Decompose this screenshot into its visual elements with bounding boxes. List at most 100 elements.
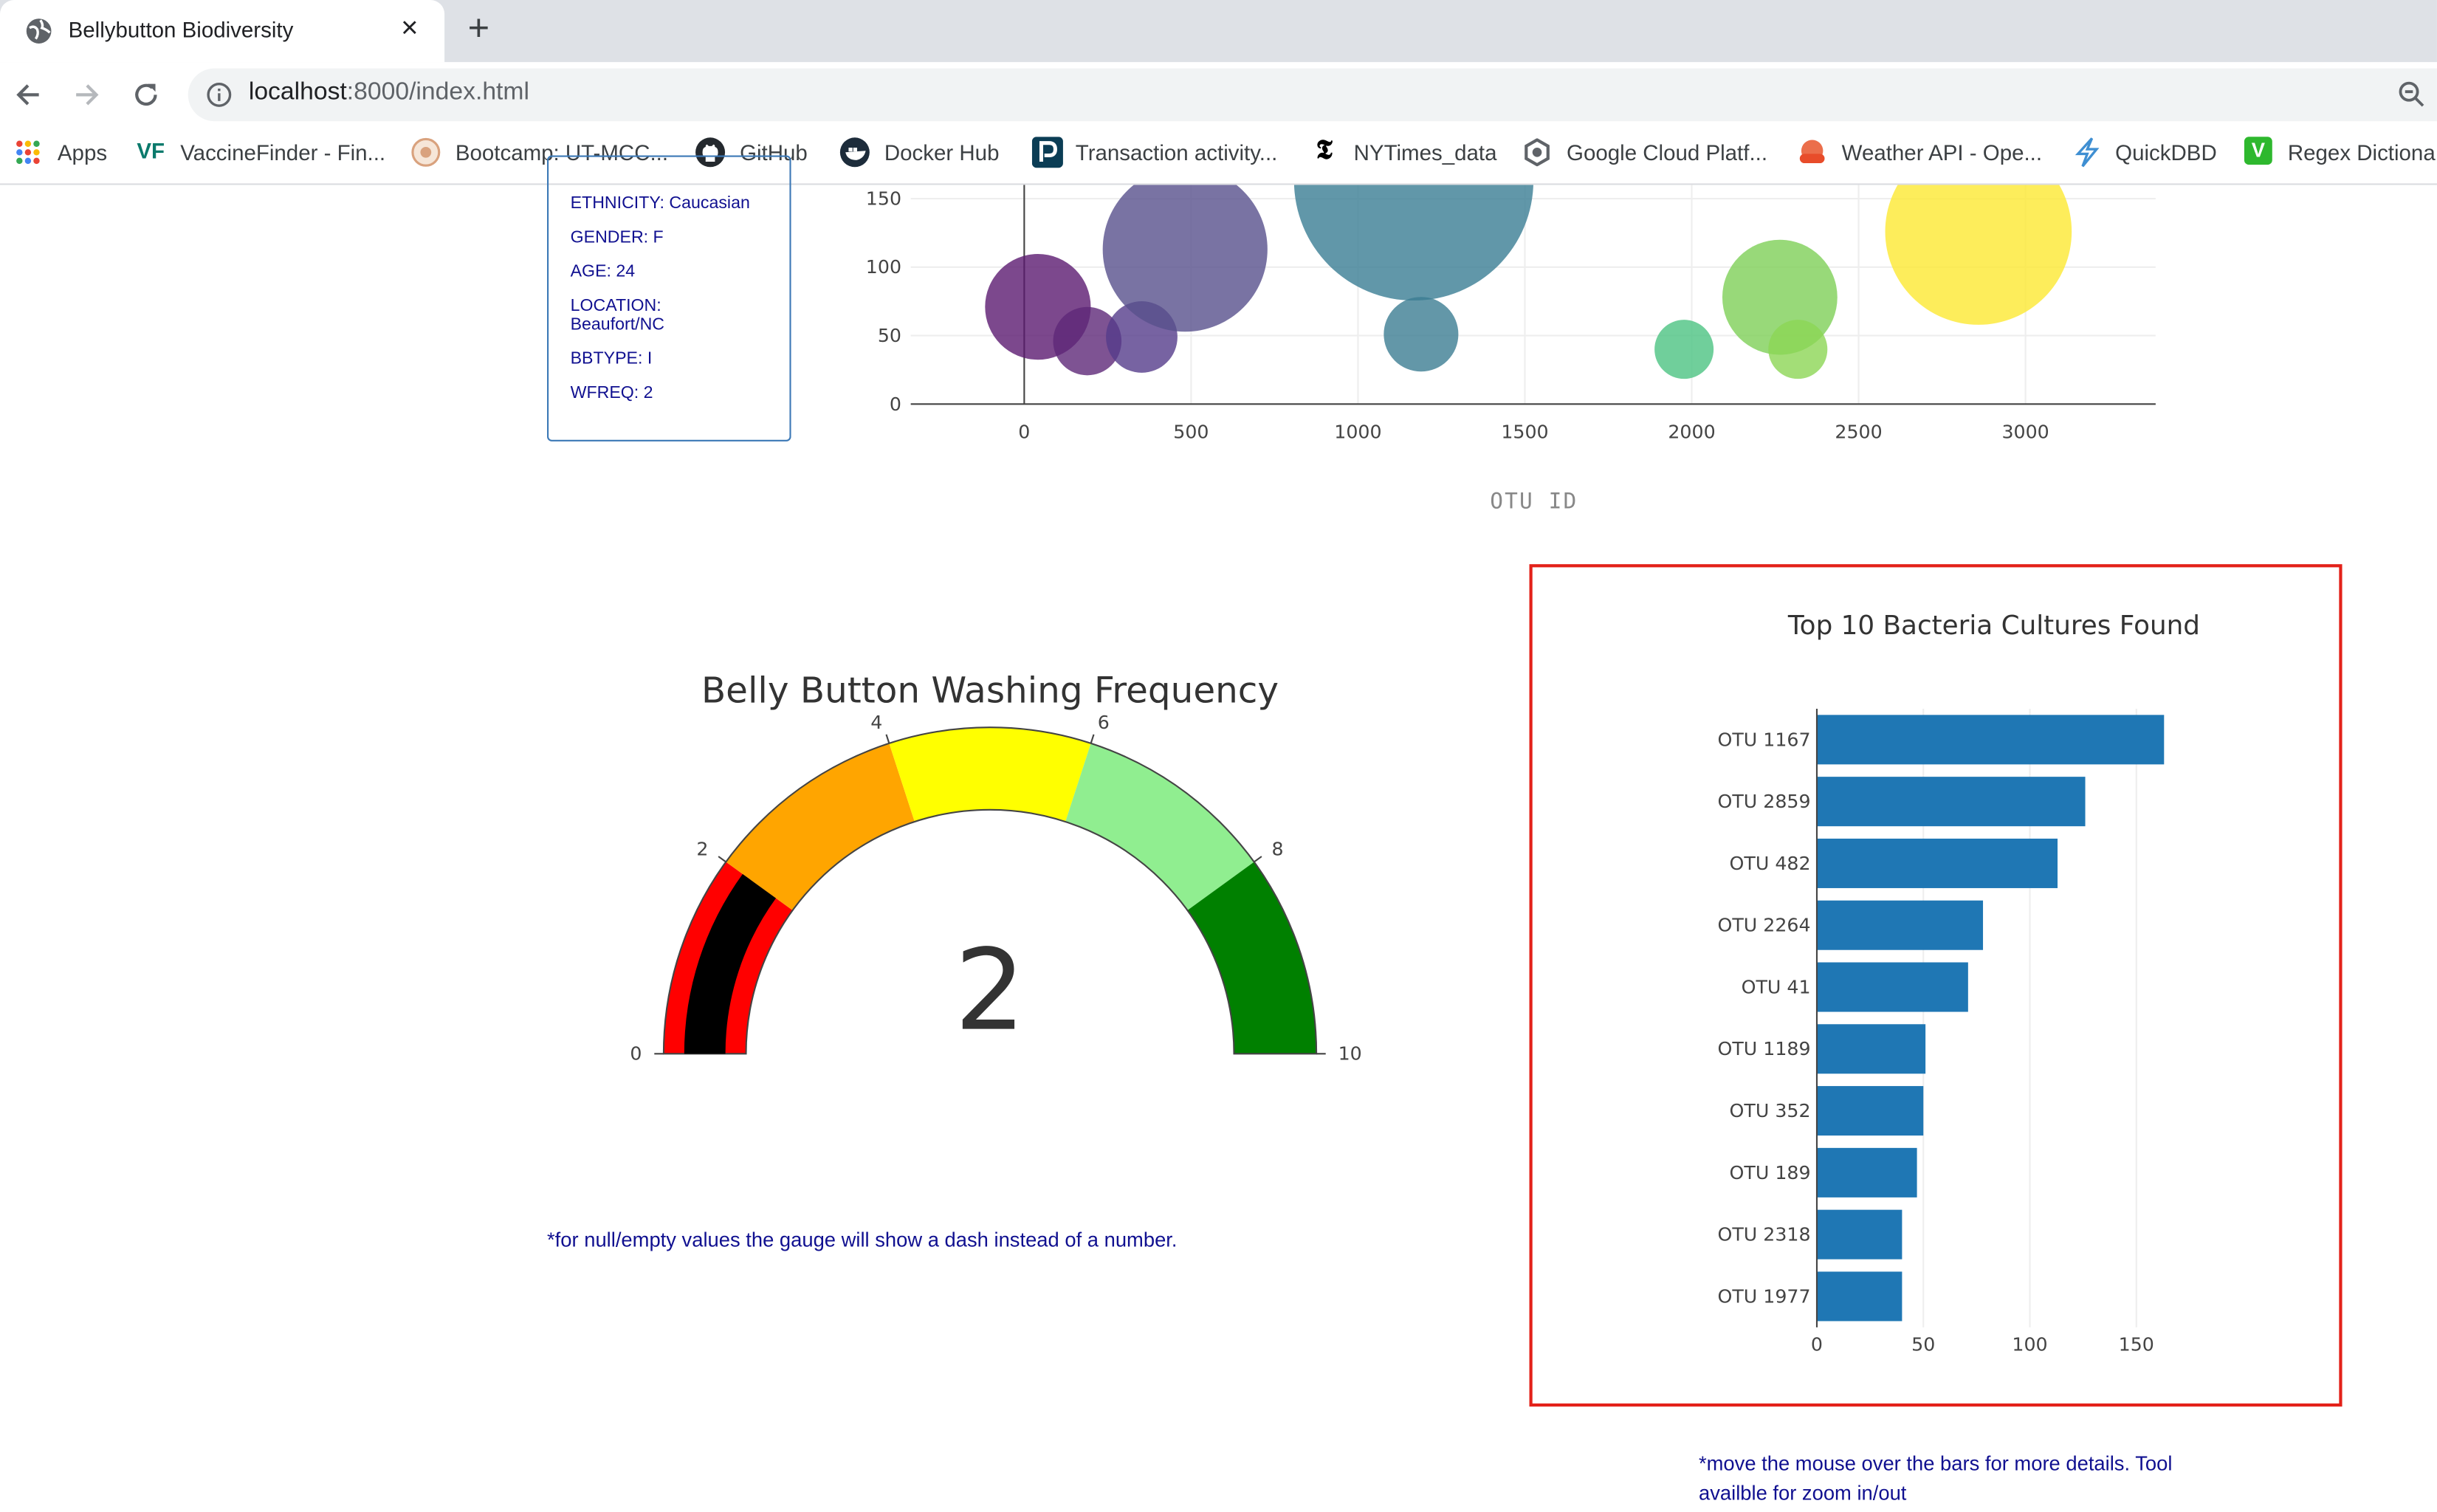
address-bar[interactable] — [188, 68, 2437, 122]
paypal-icon — [1031, 137, 1063, 168]
bar-category-label: OTU 1977 — [1717, 1285, 1810, 1307]
docker-icon — [839, 137, 870, 168]
zoom-icon[interactable] — [2398, 80, 2426, 109]
apps-grid-icon[interactable] — [16, 140, 41, 165]
meta-wfreq: WFREQ: 2 — [570, 383, 653, 403]
bookmark-transaction[interactable]: Transaction activity... — [1075, 140, 1278, 165]
bookmark-vaccinefinder[interactable]: VaccineFinder - Fin... — [180, 140, 386, 165]
gauge-tick-label: 0 — [630, 1043, 642, 1065]
bar — [1816, 1086, 1924, 1136]
bubble-xtick-label: 3000 — [2001, 422, 2049, 443]
close-icon[interactable]: × — [401, 12, 419, 46]
gauge-tick — [885, 734, 890, 744]
info-icon[interactable] — [207, 82, 232, 108]
meta-location: LOCATION: Beaufort/NC — [570, 297, 665, 334]
bubble-ytick-label: 50 — [878, 325, 901, 346]
bubble-point — [1654, 320, 1714, 379]
bubble-chart[interactable]: 0 500 1000 1500 2000 2500 3000 0 50 100 150 OTU ID — [839, 185, 2207, 520]
bubble-point — [1885, 185, 2072, 325]
bookmark-quickdbd[interactable]: QuickDBD — [2115, 140, 2217, 165]
gauge-outline — [662, 726, 1318, 1055]
gauge-band — [726, 743, 915, 911]
bubble-xtick-label: 500 — [1173, 422, 1209, 443]
bar-category-label: OTU 189 — [1730, 1162, 1811, 1183]
gauge-tick-label: 4 — [870, 712, 882, 733]
bar-xtick-label: 50 — [1911, 1333, 1935, 1355]
weather-icon — [1799, 140, 1825, 164]
gauge-tick-label: 10 — [1338, 1043, 1362, 1065]
bubble-point — [1384, 297, 1459, 372]
gauge-tick-label: 8 — [1272, 839, 1284, 860]
bookmark-weather-api[interactable]: Weather API - Ope... — [1841, 140, 2043, 165]
new-tab-icon[interactable]: + — [467, 7, 490, 50]
bookmark-nytimes[interactable]: NYTimes_data — [1353, 140, 1497, 165]
bar-xtick-label: 100 — [2012, 1333, 2047, 1355]
tab-title: Bellybutton Biodiversity — [68, 17, 294, 42]
url-text[interactable]: localhost:8000/index.html — [249, 79, 529, 107]
bubble-point — [1102, 185, 1268, 332]
bubble-xtick-label: 2000 — [1668, 422, 1715, 443]
bar-category-label: OTU 352 — [1730, 1100, 1811, 1121]
bar — [1816, 1147, 1917, 1197]
bookmark-github[interactable]: GitHub — [740, 140, 808, 165]
bar-category-label: OTU 482 — [1730, 853, 1811, 874]
meta-age: AGE: 24 — [570, 262, 636, 282]
bubble-point — [1053, 306, 1122, 376]
bubble-xtick-label: 1500 — [1501, 422, 1548, 443]
bootcamp-icon — [411, 137, 441, 167]
bookmark-docker-hub[interactable]: Docker Hub — [884, 140, 1000, 165]
gauge-tick-label: 6 — [1098, 712, 1110, 733]
bubble-xtick-label: 2500 — [1835, 422, 1882, 443]
bar-xtick-label: 0 — [1811, 1333, 1823, 1355]
reload-icon[interactable] — [131, 79, 162, 110]
back-icon[interactable] — [13, 79, 44, 110]
bookmark-google-cloud[interactable]: Google Cloud Platf... — [1567, 140, 1768, 165]
bubble-xlabel: OTU ID — [1490, 488, 1578, 513]
url-host: localhost — [248, 79, 347, 106]
bar — [1816, 1209, 1902, 1260]
url-path: :8000/index.html — [346, 79, 529, 106]
bar — [1816, 777, 2086, 827]
washing-frequency-gauge[interactable]: Belly Button Washing Frequency 0 2 4 6 8 10 2 — [614, 653, 1376, 1087]
gauge-band — [1187, 862, 1317, 1054]
bar — [1816, 962, 1968, 1012]
bubble-ytick-label: 0 — [890, 394, 901, 415]
regex-icon: V — [2244, 137, 2272, 165]
bubble-ytick-label: 100 — [866, 256, 901, 278]
bar-chart-title: Top 10 Bacteria Cultures Found — [1787, 611, 2200, 641]
gauge-tick — [718, 856, 726, 863]
bubble-point — [1768, 320, 1828, 379]
bar-category-label: OTU 1167 — [1717, 729, 1810, 750]
bubble-xtick-label: 0 — [1018, 422, 1030, 443]
bar-category-label: OTU 2264 — [1717, 915, 1810, 936]
gauge-value-bar — [684, 873, 777, 1054]
nytimes-icon: 𝕿 — [1316, 135, 1333, 167]
top10-bar-chart[interactable]: Top 10 Bacteria Cultures Found 0 50 100 150… — [1694, 591, 2316, 1368]
meta-ethnicity: ETHNICITY: Caucasian — [570, 194, 750, 213]
gauge-tick — [1254, 856, 1262, 863]
bar — [1816, 838, 2058, 888]
bookmark-regex[interactable]: Regex Dictiona — [2287, 140, 2436, 165]
globe-icon — [26, 18, 52, 44]
bar-note: *move the mouse over the bars for more d… — [1698, 1451, 2173, 1505]
bookmark-bootcamp[interactable]: Bootcamp: UT-MCC... — [455, 140, 669, 165]
demographic-info-panel — [547, 155, 791, 441]
bar — [1816, 715, 2165, 765]
bar-category-label: OTU 2318 — [1717, 1224, 1810, 1245]
gauge-note: *for null/empty values the gauge will sh… — [547, 1228, 1178, 1251]
vf-icon: VF — [137, 138, 165, 164]
gauge-tick — [1090, 734, 1095, 744]
forward-icon[interactable] — [72, 79, 103, 110]
bubble-point — [1293, 185, 1533, 301]
bar — [1816, 1271, 1902, 1322]
meta-gender: GENDER: F — [570, 228, 664, 247]
bookmark-apps[interactable]: Apps — [57, 140, 108, 165]
bar-category-label: OTU 41 — [1742, 976, 1811, 997]
gauge-value: 2 — [955, 925, 1025, 1056]
bar-chart-highlight-box — [1529, 564, 2343, 1407]
bar-xtick-label: 150 — [2119, 1333, 2154, 1355]
browser-tab[interactable] — [0, 0, 445, 63]
bookmarks-bar — [0, 124, 2437, 185]
github-icon — [695, 137, 726, 168]
